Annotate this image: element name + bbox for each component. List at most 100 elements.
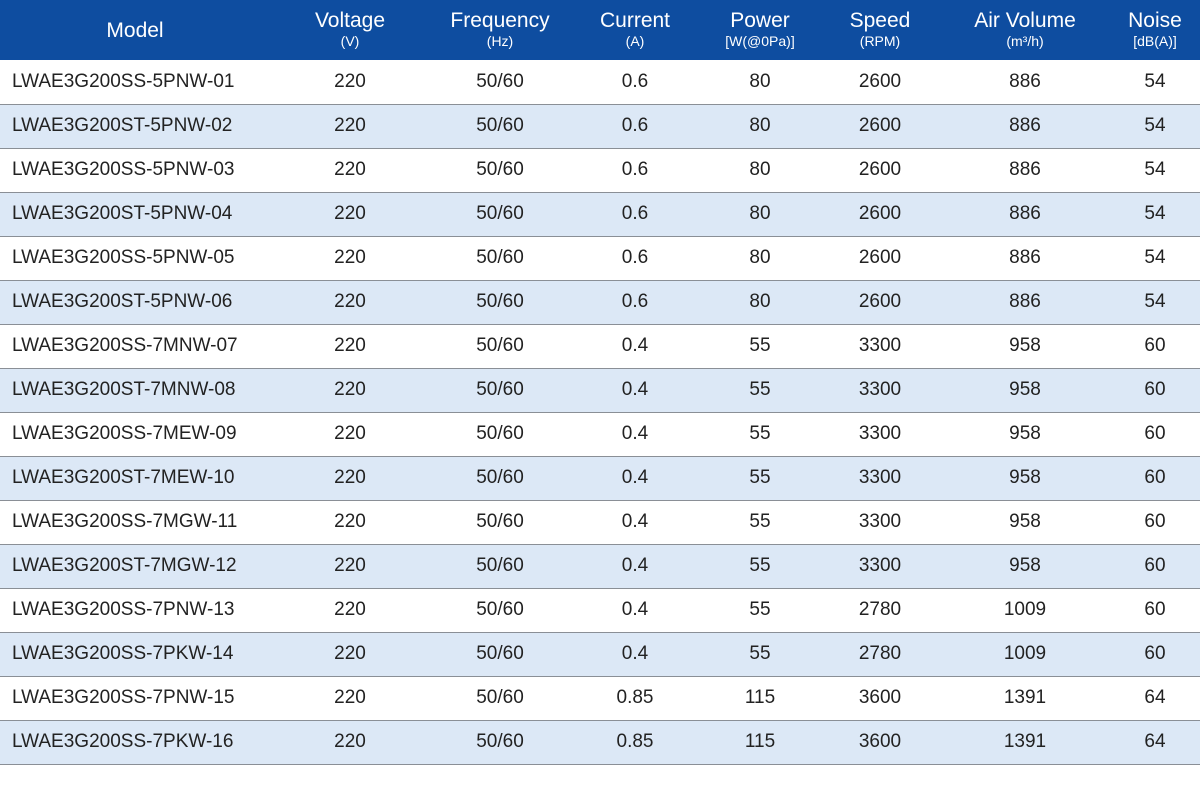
cell-voltage: 220 (334, 467, 366, 488)
cell-power: 80 (749, 115, 771, 136)
cell-noise: 54 (1144, 70, 1166, 92)
cell-frequency: 50/60 (476, 379, 524, 400)
cell-current: 0.6 (621, 115, 649, 136)
cell-air-volume: 886 (1009, 203, 1041, 224)
cell-current: 0.4 (621, 511, 649, 532)
cell-speed: 3300 (858, 335, 902, 356)
cell-frequency: 50/60 (476, 115, 524, 136)
cell-voltage: 220 (334, 115, 366, 136)
cell-voltage: 220 (334, 423, 366, 444)
column-header-label: Current (599, 9, 671, 32)
cell-model: LWAE3G200SS-5PNW-03 (12, 159, 235, 180)
column-header-label: Voltage (314, 9, 386, 32)
cell-frequency: 50/60 (476, 247, 524, 268)
cell-model: LWAE3G200ST-7MNW-08 (12, 379, 236, 400)
column-header-power: Power [W(@0Pa)] (700, 0, 820, 60)
column-header-unit: [dB(A)] (1133, 33, 1177, 49)
table-row: LWAE3G200SS-7PNW-15 220 50/60 0.85 115 3600 13… (0, 676, 1200, 720)
cell-frequency: 50/60 (476, 423, 524, 444)
cell-voltage: 220 (334, 335, 366, 356)
cell-model: LWAE3G200SS-7MEW-09 (12, 423, 237, 444)
cell-air-volume: 886 (1009, 291, 1041, 312)
cell-frequency: 50/60 (476, 291, 524, 312)
cell-frequency: 50/60 (476, 731, 524, 752)
cell-current: 0.6 (621, 203, 649, 224)
cell-speed: 2600 (858, 159, 902, 180)
cell-speed: 3600 (858, 687, 902, 708)
cell-current: 0.4 (621, 599, 649, 620)
cell-speed: 3600 (858, 731, 902, 752)
table-row: LWAE3G200ST-7MGW-12 220 50/60 0.4 55 3300 958 6… (0, 544, 1200, 588)
table-row: LWAE3G200ST-7MEW-10 220 50/60 0.4 55 3300 958 6… (0, 456, 1200, 500)
cell-air-volume: 1391 (1003, 687, 1047, 708)
cell-model: LWAE3G200SS-5PNW-01 (12, 70, 235, 92)
table-row: LWAE3G200ST-5PNW-02 220 50/60 0.6 80 2600 886 5… (0, 104, 1200, 148)
cell-air-volume: 1009 (1003, 643, 1047, 664)
cell-power: 55 (749, 467, 771, 488)
column-header-label: Power (730, 9, 790, 32)
cell-current: 0.6 (621, 247, 649, 268)
cell-speed: 2600 (858, 115, 902, 136)
cell-model: LWAE3G200ST-7MEW-10 (12, 467, 235, 488)
cell-power: 55 (749, 555, 771, 576)
cell-air-volume: 958 (1009, 511, 1041, 532)
cell-speed: 3300 (858, 379, 902, 400)
cell-noise: 64 (1144, 687, 1166, 708)
cell-frequency: 50/60 (476, 203, 524, 224)
cell-voltage: 220 (334, 379, 366, 400)
cell-air-volume: 886 (1009, 159, 1041, 180)
column-header-unit: (V) (340, 33, 360, 49)
cell-voltage: 220 (334, 731, 366, 752)
column-header-frequency: Frequency (Hz) (430, 0, 570, 60)
cell-voltage: 220 (334, 70, 366, 92)
column-header-unit: (RPM) (859, 33, 901, 49)
cell-power: 115 (744, 731, 776, 752)
cell-air-volume: 1391 (1003, 731, 1047, 752)
cell-speed: 2600 (858, 247, 902, 268)
cell-voltage: 220 (334, 687, 366, 708)
cell-power: 55 (749, 511, 771, 532)
table-row: LWAE3G200SS-7PKW-16 220 50/60 0.85 115 3600 13… (0, 720, 1200, 764)
column-header-unit: (A) (625, 33, 645, 49)
cell-power: 55 (749, 379, 771, 400)
column-header-current: Current (A) (570, 0, 700, 60)
spec-table: Model Voltage (V) Frequency (Hz) Current… (0, 0, 1200, 764)
cell-model: LWAE3G200SS-7MNW-07 (12, 335, 238, 356)
cell-power: 55 (749, 599, 771, 620)
cell-air-volume: 1009 (1003, 599, 1047, 620)
column-header-voltage: Voltage (V) (270, 0, 430, 60)
cell-model: LWAE3G200SS-7PKW-14 (12, 643, 234, 664)
cell-speed: 3300 (858, 511, 902, 532)
column-header-unit: (Hz) (486, 33, 514, 49)
cell-current: 0.4 (621, 335, 649, 356)
table-body: LWAE3G200SS-5PNW-01 220 50/60 0.6 80 2600 886 5… (0, 60, 1200, 764)
cell-frequency: 50/60 (476, 511, 524, 532)
cell-air-volume: 958 (1009, 467, 1041, 488)
cell-current: 0.4 (621, 555, 649, 576)
cell-noise: 60 (1144, 555, 1166, 576)
cell-power: 115 (744, 687, 776, 708)
cell-model: LWAE3G200ST-7MGW-12 (12, 555, 237, 576)
cell-speed: 2780 (858, 643, 902, 664)
column-header-label: Frequency (450, 9, 550, 32)
cell-noise: 54 (1144, 115, 1166, 136)
column-header-noise: Noise [dB(A)] (1110, 0, 1200, 60)
table-row: LWAE3G200SS-7MEW-09 220 50/60 0.4 55 3300 958 6… (0, 412, 1200, 456)
cell-current: 0.85 (616, 731, 654, 752)
cell-voltage: 220 (334, 511, 366, 532)
cell-current: 0.6 (621, 291, 649, 312)
cell-voltage: 220 (334, 291, 366, 312)
column-header-air-volume: Air Volume (m³/h) (940, 0, 1110, 60)
cell-current: 0.4 (621, 423, 649, 444)
cell-voltage: 220 (334, 247, 366, 268)
cell-frequency: 50/60 (476, 555, 524, 576)
cell-speed: 2780 (858, 599, 902, 620)
cell-speed: 3300 (858, 467, 902, 488)
cell-model: LWAE3G200SS-7PNW-13 (12, 599, 235, 620)
table-row: LWAE3G200SS-5PNW-01 220 50/60 0.6 80 2600 886 5… (0, 60, 1200, 104)
column-header-speed: Speed (RPM) (820, 0, 940, 60)
column-header-label: Model (106, 18, 164, 42)
cell-noise: 54 (1144, 159, 1166, 180)
table-row: LWAE3G200SS-5PNW-03 220 50/60 0.6 80 2600 886 5… (0, 148, 1200, 192)
table-header: Model Voltage (V) Frequency (Hz) Current… (0, 0, 1200, 60)
